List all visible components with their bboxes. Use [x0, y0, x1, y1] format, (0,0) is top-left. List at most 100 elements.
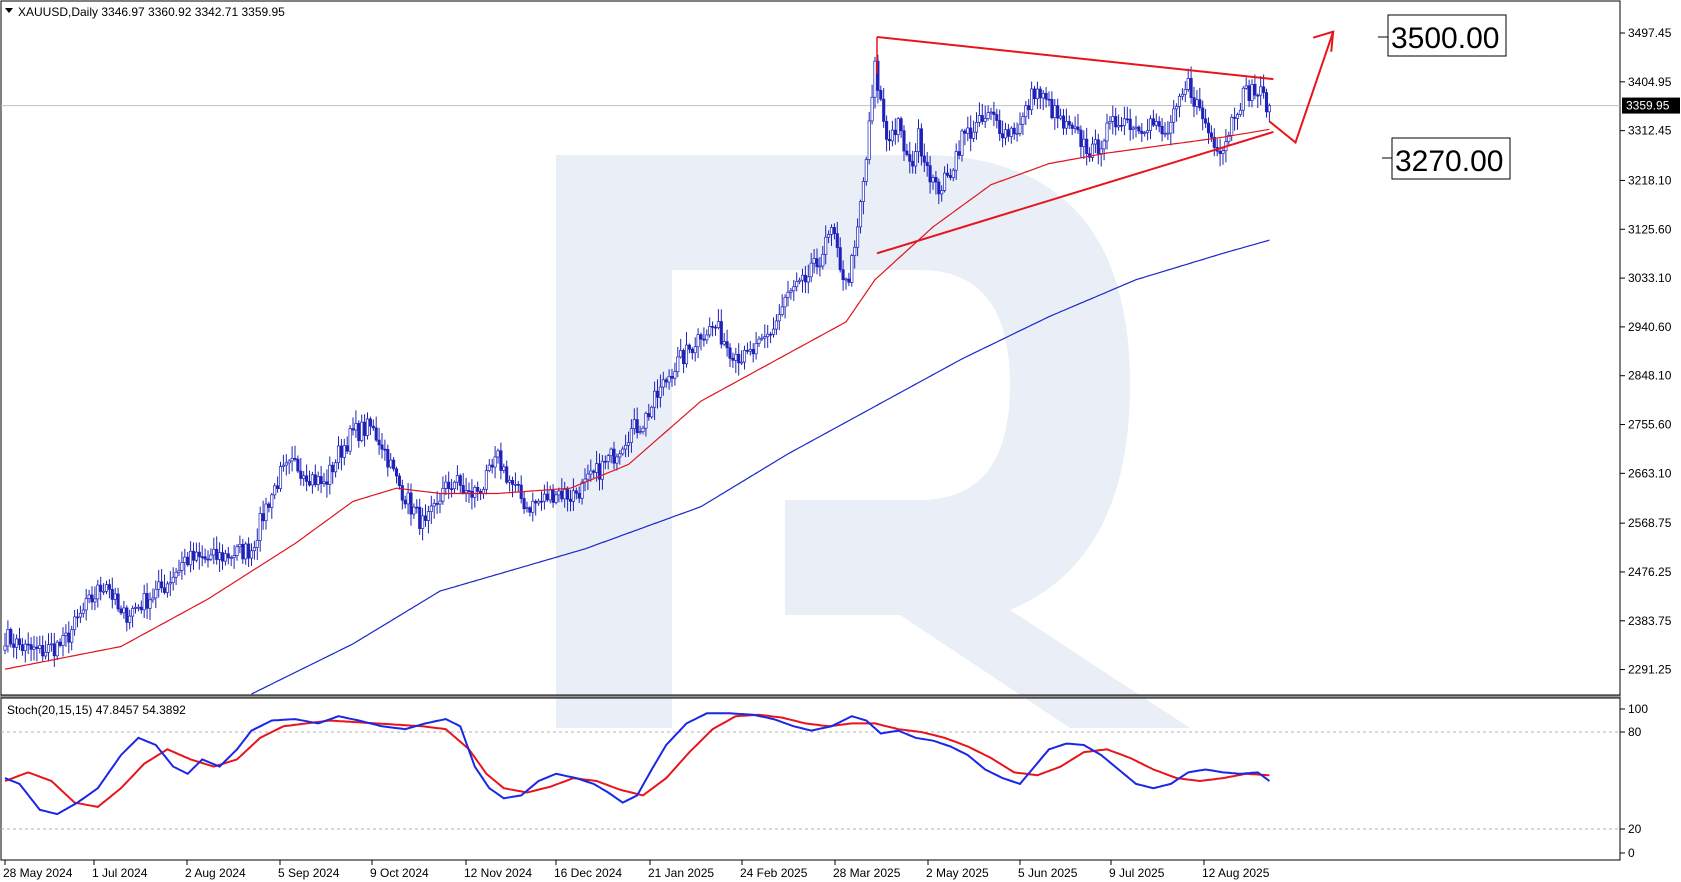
candle-body [157, 581, 161, 590]
candle-body [1256, 94, 1260, 97]
candle-body [61, 635, 65, 646]
candle-body [368, 418, 372, 427]
candle-body [893, 129, 897, 136]
candle-body [3, 645, 7, 651]
candle-body [493, 456, 497, 468]
candle-body [513, 483, 517, 486]
candle-body [264, 503, 268, 522]
candle-body [241, 543, 245, 560]
candle-body [1172, 108, 1176, 123]
candle-body [133, 607, 138, 609]
candle-body [809, 262, 813, 278]
price-tick-label: 3218.10 [1628, 173, 1672, 187]
candle-body [1001, 133, 1005, 139]
candle-body [87, 594, 91, 600]
collapse-triangle-icon[interactable] [5, 8, 13, 13]
candle-body [1030, 88, 1034, 111]
candle-body [754, 342, 758, 355]
candle-body [171, 576, 175, 583]
candle-body [496, 450, 500, 458]
time-tick-label: 12 Nov 2024 [464, 866, 532, 880]
candle-body [55, 641, 59, 657]
candle-body [1198, 99, 1202, 109]
time-tick-label: 2 May 2025 [926, 866, 989, 880]
candle-body [954, 151, 958, 171]
candle-body [832, 227, 836, 234]
candle-body [1027, 105, 1031, 111]
candle-body [328, 464, 332, 485]
candle-body [20, 644, 24, 652]
candle-body [1056, 105, 1060, 119]
candle-body [360, 421, 364, 441]
candle-body [943, 172, 947, 191]
candle-body [783, 297, 787, 308]
price-axis[interactable]: 3497.45 3404.95 3312.45 3218.10 3125.60 3033.… [1620, 26, 1672, 677]
candle-body [1102, 140, 1106, 150]
candle-body [52, 643, 56, 657]
candle-body [856, 226, 860, 248]
candle-body [435, 503, 439, 505]
candle-body [305, 475, 309, 482]
candle-body [1195, 99, 1199, 107]
candle-body [389, 459, 393, 468]
candle-body [1085, 138, 1089, 154]
candle-body [861, 181, 865, 202]
candle-body [1024, 105, 1028, 118]
candle-body [1128, 118, 1132, 130]
candle-body [914, 151, 918, 167]
candle-body [850, 255, 854, 283]
time-tick-label: 5 Jun 2025 [1018, 866, 1078, 880]
candle-body [1093, 139, 1097, 145]
candle-body [1114, 116, 1118, 128]
candle-body [354, 423, 358, 431]
candle-body [194, 551, 198, 561]
candle-body [1201, 107, 1205, 120]
candle-body [618, 453, 622, 458]
candle-body [798, 279, 802, 282]
candle-body [545, 493, 549, 501]
candle-body [928, 165, 932, 183]
time-axis[interactable]: 28 May 2024 1 Jul 2024 2 Aug 2024 5 Sep 202… [3, 860, 1270, 880]
candle-body [690, 348, 694, 354]
candle-body [122, 607, 126, 614]
candle-body [177, 569, 181, 573]
candle-body [1134, 126, 1138, 129]
candle-body [1259, 86, 1263, 96]
candle-body [960, 130, 964, 156]
candle-body [96, 584, 100, 600]
candle-body [1189, 78, 1193, 98]
price-tick-label: 2848.10 [1628, 369, 1672, 383]
candle-body [1212, 136, 1216, 148]
time-tick-label: 21 Jan 2025 [648, 866, 714, 880]
candle-body [1227, 134, 1231, 143]
candle-body [154, 588, 158, 599]
candle-body [151, 597, 155, 601]
candle-body [377, 439, 381, 446]
candle-body [626, 442, 631, 446]
candle-body [815, 258, 819, 268]
candle-body [580, 481, 584, 499]
candle-body [1169, 121, 1173, 134]
candle-body [606, 455, 610, 462]
candle-body [1032, 88, 1037, 100]
candle-body [102, 590, 106, 593]
candle-body [186, 556, 190, 566]
candle-body [1111, 116, 1115, 122]
candle-body [803, 274, 807, 283]
candle-body [447, 481, 451, 489]
candle-body [1059, 115, 1063, 119]
time-tick-label: 24 Feb 2025 [740, 866, 808, 880]
candle-body [148, 599, 152, 609]
candle-body [705, 334, 709, 341]
candle-body [977, 115, 981, 123]
candle-body [441, 488, 445, 502]
candle-body [316, 476, 320, 485]
candle-body [1050, 99, 1054, 119]
candle-body [867, 120, 871, 160]
candle-body [980, 115, 984, 122]
candle-body [450, 488, 454, 490]
candle-body [974, 122, 979, 133]
candle-body [905, 150, 909, 156]
candle-body [722, 341, 726, 345]
